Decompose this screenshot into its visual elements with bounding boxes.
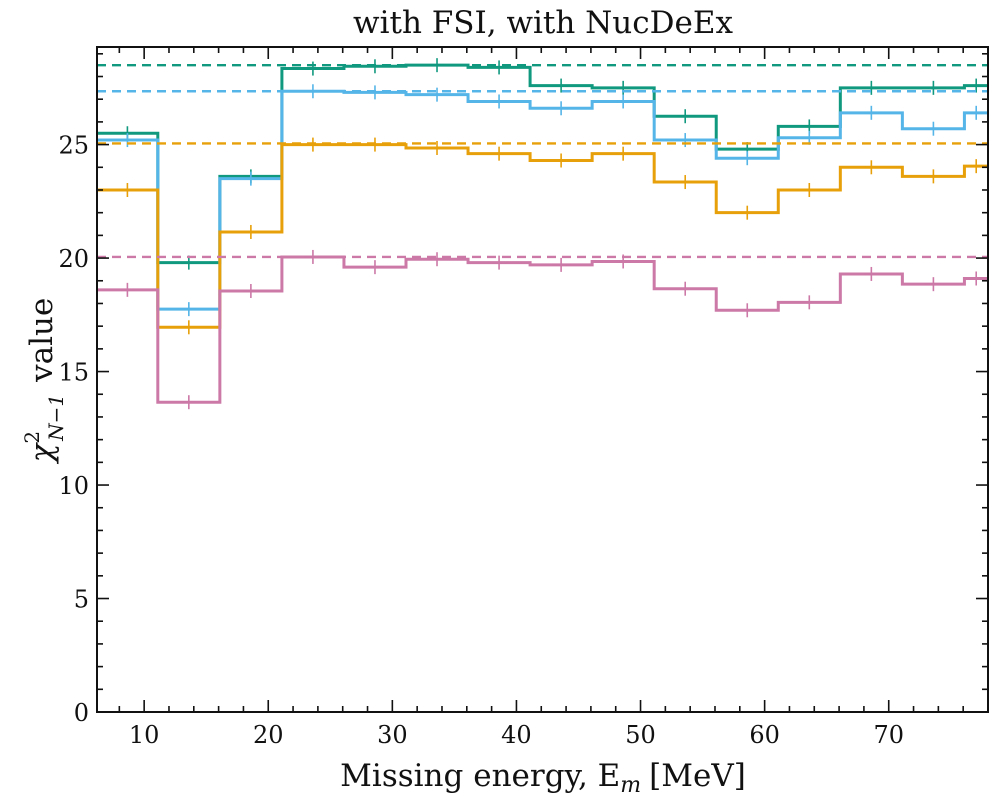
x-tick-label: 40 <box>501 721 532 749</box>
data-point-pink <box>925 277 942 292</box>
y-tick-label: 20 <box>58 245 89 273</box>
data-point-teal <box>925 80 942 95</box>
data-point-pink <box>677 281 694 296</box>
data-point-orange <box>491 146 508 161</box>
data-point-sky <box>119 133 136 148</box>
y-axis-label-sup: 2 <box>20 431 44 444</box>
data-point-sky <box>677 133 694 148</box>
data-point-orange <box>429 140 446 155</box>
data-point-pink <box>553 257 570 272</box>
step-line-sky <box>97 89 988 311</box>
x-axis-label-unit: [MeV] <box>649 758 746 794</box>
x-axis-label-text: Missing energy, E <box>340 758 620 794</box>
data-point-teal <box>491 60 508 75</box>
y-axis-label-tail: value <box>24 298 60 383</box>
data-point-pink <box>429 252 446 267</box>
data-point-teal <box>553 78 570 93</box>
data-point-sky <box>180 302 197 317</box>
data-point-orange <box>119 182 136 197</box>
data-point-orange <box>968 159 985 174</box>
data-point-sky <box>925 121 942 136</box>
data-point-teal <box>366 59 383 74</box>
plot-area <box>97 58 988 410</box>
x-axis-label: Missing energy, Em [MeV] <box>340 758 746 798</box>
data-point-orange <box>925 169 942 184</box>
y-axis-label-sub: N−1 <box>44 394 68 442</box>
data-point-pink <box>801 295 818 310</box>
plot-frame <box>96 46 989 713</box>
step-line-orange <box>97 143 988 329</box>
data-point-pink <box>863 266 880 281</box>
data-point-teal <box>429 58 446 73</box>
x-tick-label: 30 <box>377 721 408 749</box>
data-point-pink <box>180 395 197 410</box>
data-point-pink <box>615 254 632 269</box>
y-axis-label: χ2N−1 value <box>20 298 68 465</box>
y-tick-label: 0 <box>74 699 89 727</box>
x-tick-label: 70 <box>873 721 904 749</box>
data-point-pink <box>119 282 136 297</box>
y-axis-label-chi: χ <box>24 441 60 464</box>
data-point-orange <box>553 153 570 168</box>
data-point-pink <box>491 255 508 270</box>
y-tick-label: 5 <box>74 586 89 614</box>
data-point-orange <box>677 175 694 190</box>
data-point-pink <box>968 271 985 286</box>
x-tick-label: 20 <box>253 721 284 749</box>
data-point-orange <box>801 182 818 197</box>
data-point-orange <box>180 320 197 335</box>
data-point-sky <box>553 101 570 116</box>
y-tick-label: 15 <box>58 359 89 387</box>
y-tick-label: 25 <box>58 132 89 160</box>
data-point-sky <box>491 94 508 109</box>
data-point-sky <box>366 85 383 100</box>
data-point-orange <box>304 137 321 152</box>
x-tick-label: 10 <box>129 721 160 749</box>
data-point-sky <box>429 87 446 102</box>
data-point-sky <box>739 151 756 166</box>
data-point-sky <box>242 171 259 186</box>
data-point-pink <box>366 260 383 275</box>
data-point-orange <box>242 224 259 239</box>
data-point-sky <box>968 105 985 120</box>
data-point-teal <box>304 61 321 76</box>
data-point-orange <box>615 146 632 161</box>
data-point-teal <box>677 109 694 124</box>
data-point-teal <box>615 80 632 95</box>
data-point-pink <box>304 249 321 264</box>
data-point-sky <box>304 84 321 99</box>
data-point-orange <box>739 205 756 220</box>
data-point-orange <box>863 160 880 175</box>
data-point-orange <box>366 137 383 152</box>
x-axis-label-sub: m <box>620 773 641 798</box>
x-tick-label: 60 <box>749 721 780 749</box>
chart-title: with FSI, with NucDeEx <box>353 5 733 41</box>
data-point-pink <box>739 303 756 318</box>
x-tick-label: 50 <box>625 721 656 749</box>
data-point-teal <box>968 78 985 93</box>
data-point-sky <box>615 94 632 109</box>
data-point-pink <box>242 283 259 298</box>
data-point-teal <box>863 80 880 95</box>
y-tick-label: 10 <box>58 472 89 500</box>
data-point-sky <box>863 105 880 120</box>
step-line-pink <box>97 255 988 404</box>
